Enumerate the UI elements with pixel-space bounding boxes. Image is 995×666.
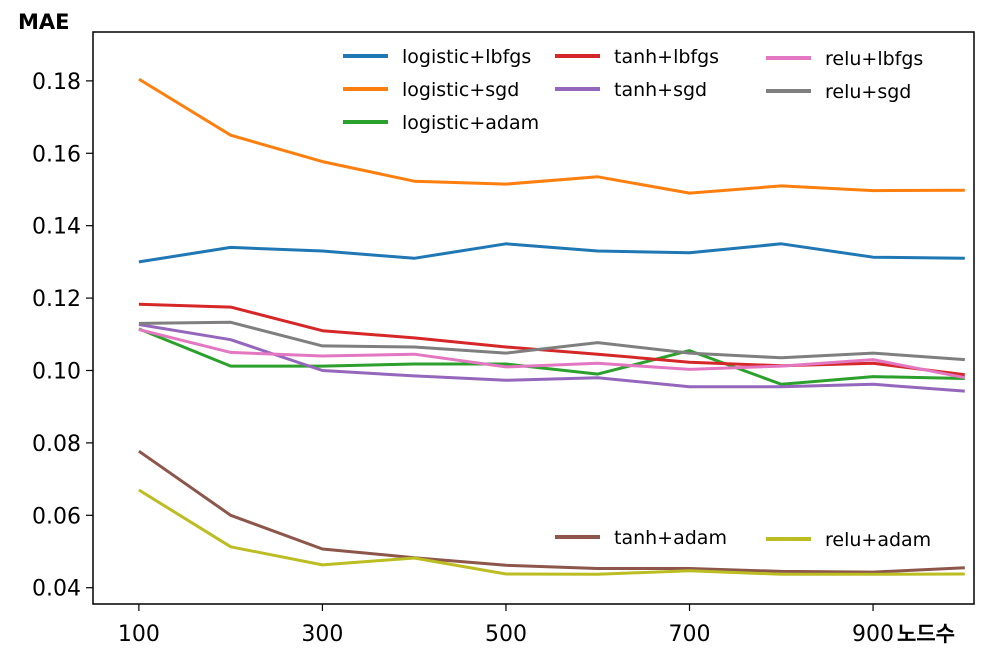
y-tick-label: 0.16 <box>32 142 81 167</box>
series-line-tanh-lbfgs <box>138 302 965 377</box>
x-tick-label: 300 <box>301 622 343 647</box>
legend-label: logistic+adam <box>402 112 539 134</box>
series-line-tanh-adam <box>138 449 965 574</box>
series-line-logistic-adam <box>138 327 965 386</box>
series-line-relu-sgd <box>138 320 965 362</box>
legend: logistic+lbfgs logistic+sgd logistic+adam t… <box>343 46 931 551</box>
legend-label: relu+sgd <box>825 81 911 103</box>
y-tick-label: 0.12 <box>32 287 81 312</box>
legend-label: tanh+lbfgs <box>614 46 719 68</box>
y-axis: 0.04 0.06 0.08 0.10 0.12 0.14 0.16 0.18 <box>32 70 93 602</box>
x-axis-title: 노드수 <box>897 622 955 646</box>
series-lines <box>138 77 966 576</box>
legend-label: tanh+sgd <box>614 79 707 101</box>
series-line-relu-adam <box>138 488 965 576</box>
y-tick-label: 0.04 <box>32 577 81 602</box>
x-axis: 100 300 500 700 900 <box>118 604 894 647</box>
legend-label: logistic+sgd <box>402 79 519 101</box>
y-axis-title: MAE <box>18 10 70 34</box>
x-tick-label: 500 <box>485 622 527 647</box>
y-tick-label: 0.08 <box>32 432 81 457</box>
x-tick-label: 100 <box>118 622 160 647</box>
series-line-tanh-sgd <box>138 323 965 393</box>
y-tick-label: 0.18 <box>32 70 81 95</box>
legend-label: relu+lbfgs <box>825 48 923 70</box>
series-line-relu-lbfgs <box>138 328 966 380</box>
x-tick-label: 700 <box>669 622 711 647</box>
legend-label: logistic+lbfgs <box>402 46 531 68</box>
y-tick-label: 0.14 <box>32 215 81 240</box>
legend-label: relu+adam <box>825 529 931 551</box>
y-tick-label: 0.06 <box>32 504 81 529</box>
x-tick-label: 900 <box>852 622 894 647</box>
series-line-logistic-sgd <box>138 77 965 195</box>
plot-area-frame <box>92 31 975 605</box>
series-line-logistic-lbfgs <box>138 242 965 264</box>
legend-label: tanh+adam <box>614 527 727 549</box>
y-tick-label: 0.10 <box>32 359 81 384</box>
